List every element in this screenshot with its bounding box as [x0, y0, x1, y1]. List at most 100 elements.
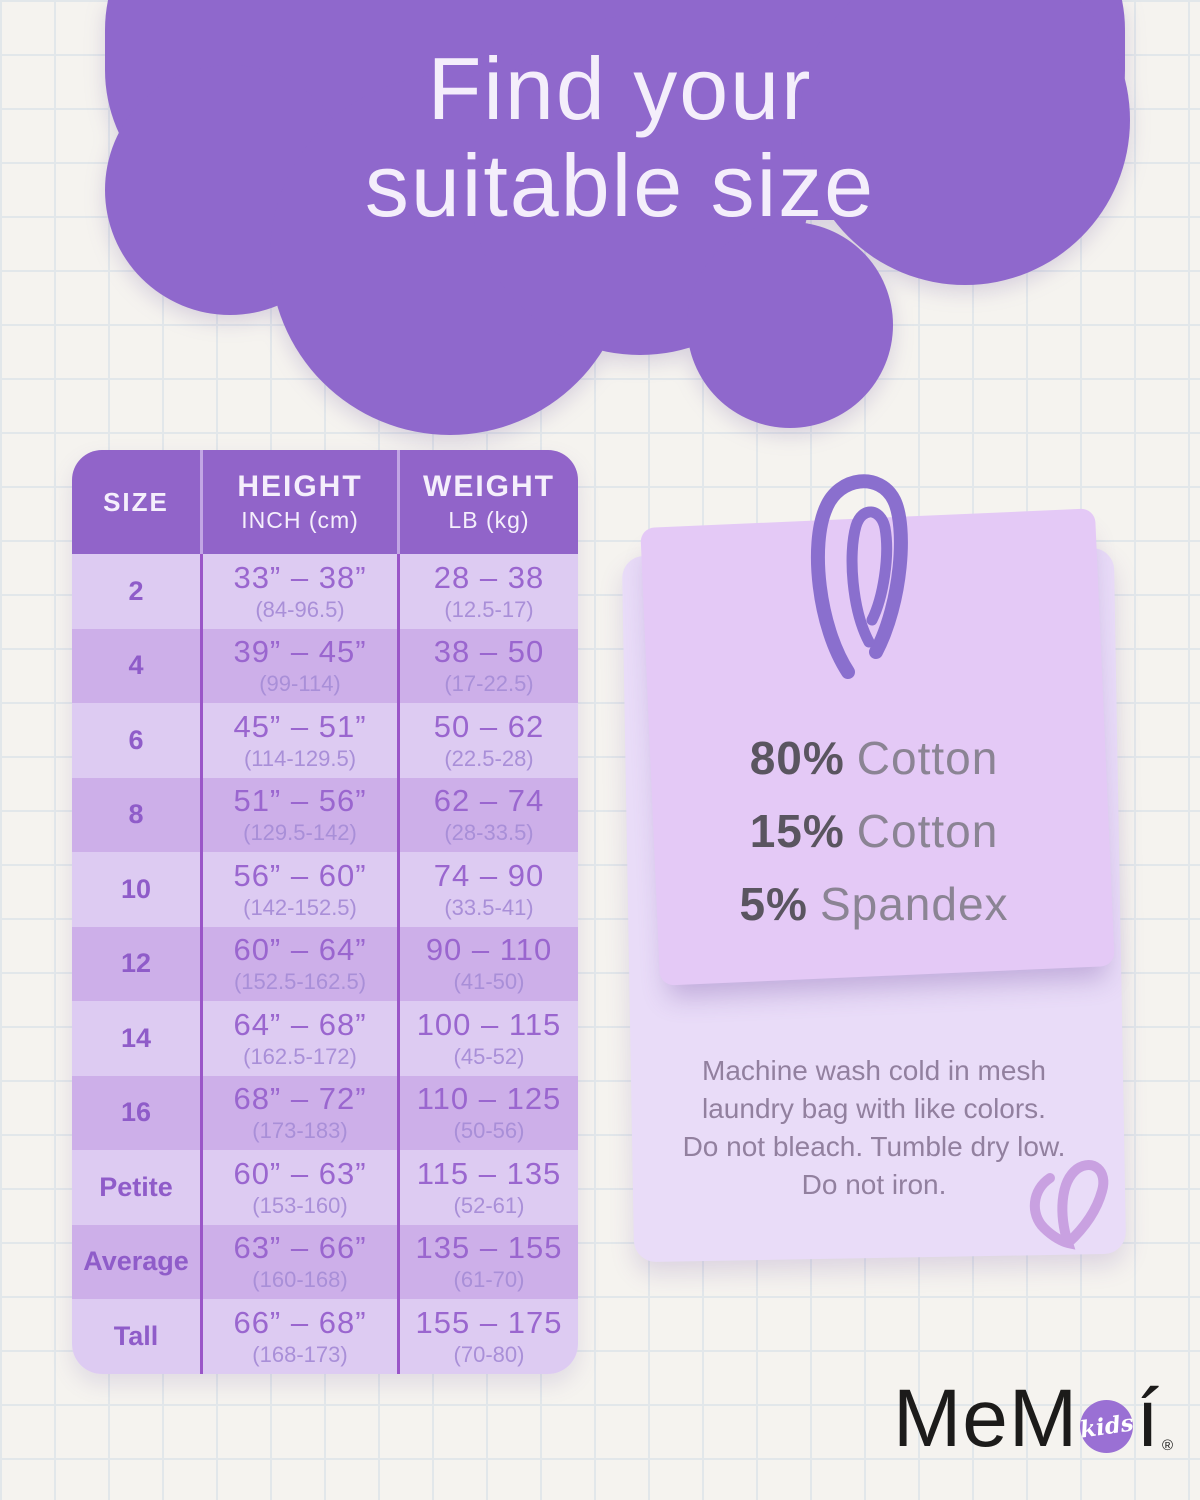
- size-cell: 8: [128, 799, 144, 830]
- height-cell: 60” – 63” (153-160): [200, 1150, 397, 1225]
- size-table-row: 10 56” – 60” (142-152.5) 74 – 90 (33.5-4…: [72, 852, 578, 927]
- height-cell: 60” – 64” (152.5-162.5): [200, 926, 397, 1001]
- height-range: 45” – 51”: [233, 708, 367, 744]
- heart-doodle-icon: [1029, 1160, 1109, 1250]
- weight-range-kg: (41-50): [453, 969, 525, 995]
- weight-cell: 90 – 110 (41-50): [397, 926, 578, 1001]
- weight-range: 115 – 135: [416, 1155, 562, 1191]
- weight-cell: 50 – 62 (22.5-28): [397, 703, 578, 778]
- height-range-cm: (173-183): [252, 1118, 348, 1144]
- height-range: 60” – 64”: [233, 932, 367, 968]
- care-line: Do not iron.: [801, 1169, 947, 1200]
- size-cell: Average: [83, 1246, 189, 1277]
- composition-percent: 80%: [749, 732, 845, 784]
- care-line: laundry bag with like colors.: [702, 1093, 1046, 1124]
- logo-kids-badge: kids: [1078, 1400, 1136, 1453]
- composition-line: 80% Cotton: [628, 722, 1120, 795]
- height-range-cm: (142-152.5): [243, 894, 357, 920]
- size-table-row: 8 51” – 56” (129.5-142) 62 – 74 (28-33.5…: [72, 777, 578, 852]
- weight-range-kg: (22.5-28): [444, 745, 534, 771]
- size-table: SIZE HEIGHT INCH (cm) WEIGHT LB (kg) 2 3…: [72, 450, 578, 1374]
- size-table-row: Tall 66” – 68” (168-173) 155 – 175 (70-8…: [72, 1299, 578, 1374]
- title-line-2: suitable size: [364, 136, 876, 235]
- height-range: 68” – 72”: [233, 1081, 367, 1117]
- size-table-row: 16 68” – 72” (173-183) 110 – 125 (50-56): [72, 1075, 578, 1150]
- weight-cell: 28 – 38 (12.5-17): [397, 554, 578, 629]
- height-range-cm: (84-96.5): [255, 596, 345, 622]
- size-table-body: 2 33” – 38” (84-96.5) 28 – 38 (12.5-17) …: [72, 554, 578, 1374]
- title-line-1: Find your: [427, 39, 813, 138]
- height-range-cm: (152.5-162.5): [233, 969, 367, 995]
- height-range-cm: (162.5-172): [243, 1043, 357, 1069]
- header-weight: WEIGHT LB (kg): [397, 450, 578, 554]
- weight-cell: 135 – 155 (61-70): [397, 1224, 578, 1299]
- weight-range-kg: (52-61): [453, 1192, 525, 1218]
- size-cell: 2: [128, 575, 144, 606]
- height-range-cm: (99-114): [259, 671, 341, 697]
- size-table-row: 6 45” – 51” (114-129.5) 50 – 62 (22.5-28…: [72, 703, 578, 778]
- size-table-row: 4 39” – 45” (99-114) 38 – 50 (17-22.5): [72, 628, 578, 703]
- weight-range: 28 – 38: [433, 559, 545, 595]
- height-range-cm: (153-160): [252, 1192, 348, 1218]
- height-cell: 68” – 72” (173-183): [200, 1075, 397, 1150]
- height-cell: 56” – 60” (142-152.5): [200, 852, 397, 927]
- cloud-shape: [105, 0, 1130, 435]
- weight-cell: 38 – 50 (17-22.5): [397, 628, 578, 703]
- weight-cell: 110 – 125 (50-56): [397, 1075, 578, 1150]
- height-range-cm: (114-129.5): [243, 745, 357, 771]
- weight-range: 62 – 74: [433, 783, 545, 819]
- weight-range: 38 – 50: [433, 634, 545, 670]
- size-cell: 6: [128, 724, 144, 755]
- logo-suffix: í: [1136, 1373, 1161, 1464]
- composition-material: Cotton: [856, 805, 999, 857]
- weight-range: 155 – 175: [415, 1304, 563, 1340]
- height-cell: 63” – 66” (160-168): [200, 1224, 397, 1299]
- weight-range-kg: (33.5-41): [444, 894, 534, 920]
- composition-percent: 5%: [739, 878, 808, 930]
- height-range-cm: (129.5-142): [243, 820, 357, 846]
- weight-range: 74 – 90: [433, 857, 545, 893]
- weight-range: 110 – 125: [416, 1081, 562, 1117]
- size-table-row: Average 63” – 66” (160-168) 135 – 155 (6…: [72, 1224, 578, 1299]
- care-instructions: Machine wash cold in mesh laundry bag wit…: [628, 1052, 1120, 1204]
- weight-cell: 62 – 74 (28-33.5): [397, 777, 578, 852]
- height-range: 39” – 45”: [233, 634, 367, 670]
- height-cell: 39” – 45” (99-114): [200, 628, 397, 703]
- size-table-row: 2 33” – 38” (84-96.5) 28 – 38 (12.5-17): [72, 554, 578, 629]
- size-table-row: 12 60” – 64” (152.5-162.5) 90 – 110 (41-…: [72, 926, 578, 1001]
- composition-material: Cotton: [856, 732, 999, 784]
- size-cell: 16: [120, 1097, 152, 1128]
- height-range: 66” – 68”: [233, 1304, 367, 1340]
- size-table-row: Petite 60” – 63” (153-160) 115 – 135 (52…: [72, 1150, 578, 1225]
- composition-line: 15% Cotton: [628, 795, 1120, 868]
- height-range: 63” – 66”: [233, 1230, 367, 1266]
- size-cell: Tall: [113, 1320, 159, 1351]
- size-table-row: 14 64” – 68” (162.5-172) 100 – 115 (45-5…: [72, 1001, 578, 1076]
- size-cell: 4: [128, 650, 144, 681]
- height-range: 64” – 68”: [233, 1006, 367, 1042]
- fabric-composition: 80% Cotton 15% Cotton 5% Spandex: [628, 722, 1120, 941]
- weight-range: 100 – 115: [416, 1006, 562, 1042]
- height-range: 60” – 63”: [233, 1155, 367, 1191]
- weight-range-kg: (28-33.5): [444, 820, 534, 846]
- brand-logo: MeM kids í ®: [893, 1378, 1173, 1460]
- weight-range-kg: (61-70): [453, 1267, 525, 1293]
- paperclip-icon: [810, 474, 908, 679]
- weight-range-kg: (45-52): [453, 1043, 525, 1069]
- height-range-cm: (168-173): [252, 1341, 348, 1367]
- height-cell: 66” – 68” (168-173): [200, 1299, 397, 1374]
- weight-cell: 155 – 175 (70-80): [397, 1299, 578, 1374]
- page-title: Find your suitable size: [115, 40, 1125, 234]
- height-cell: 51” – 56” (129.5-142): [200, 777, 397, 852]
- logo-prefix: MeM: [893, 1373, 1079, 1464]
- registered-mark: ®: [1162, 1437, 1174, 1454]
- header-height: HEIGHT INCH (cm): [200, 450, 397, 554]
- weight-cell: 74 – 90 (33.5-41): [397, 852, 578, 927]
- height-cell: 33” – 38” (84-96.5): [200, 554, 397, 629]
- size-cell: Petite: [99, 1171, 173, 1202]
- weight-range-kg: (50-56): [453, 1118, 525, 1144]
- care-line: Machine wash cold in mesh: [702, 1055, 1046, 1086]
- logo-kids-text: kids: [1078, 1409, 1136, 1444]
- weight-range-kg: (70-80): [453, 1341, 525, 1367]
- size-cell: 12: [120, 948, 152, 979]
